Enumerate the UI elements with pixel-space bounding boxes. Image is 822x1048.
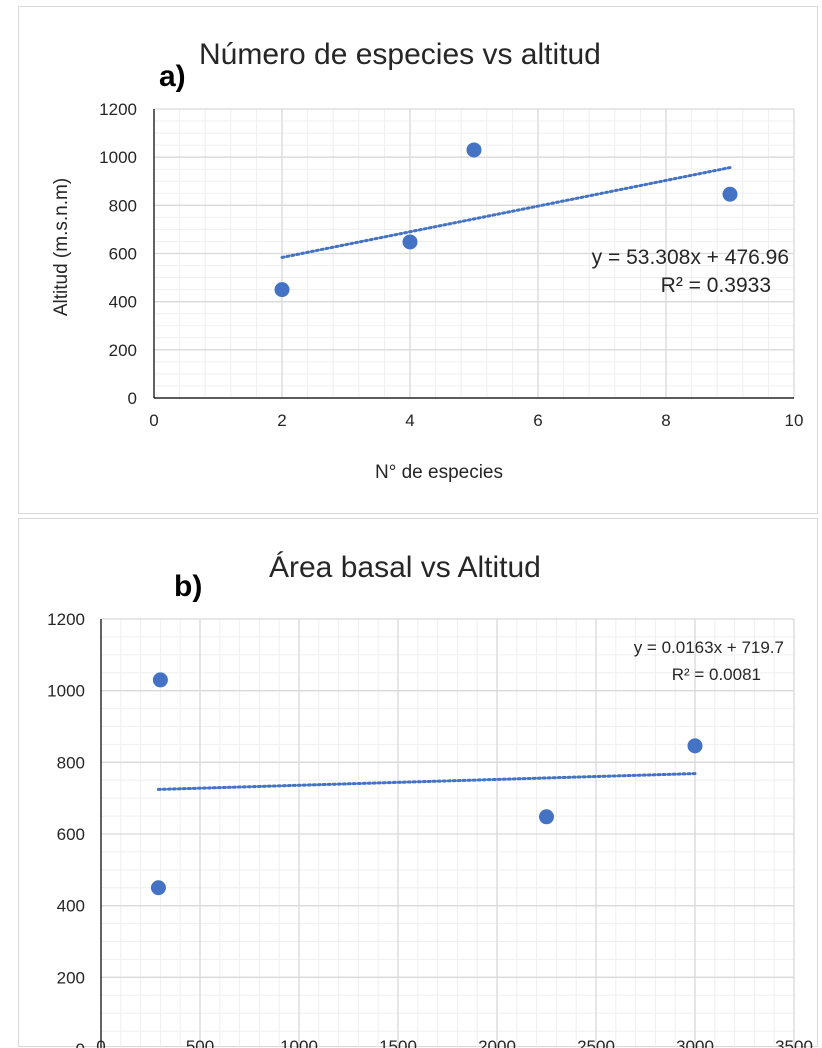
- data-point: [687, 738, 703, 754]
- chart-a-trend-equation: y = 53.308x + 476.96: [592, 246, 789, 269]
- x-tick-label: 1500: [379, 1037, 417, 1048]
- x-tick-label: 2000: [478, 1037, 516, 1048]
- x-tick-label: 3500: [775, 1037, 813, 1048]
- chart-b-tick-labels: 0 500 1000 1500 2000 2500 3000 3500 0 200 400 600 80…: [47, 610, 813, 1048]
- data-point: [402, 234, 418, 250]
- y-tick-label: 1200: [47, 610, 85, 629]
- chart-a-axes: [153, 109, 794, 399]
- chart-b-svg: b) Área basal vs Altitud 0 500 1000 1500 200…: [47, 551, 813, 1048]
- chart-a-points: [274, 142, 738, 298]
- data-point: [466, 142, 482, 158]
- y-tick-label: 400: [109, 293, 137, 312]
- chart-a-tick-labels: 0 2 4 6 8 10 0 200 400 600 800 1000 1200: [99, 100, 803, 430]
- x-tick-label: 2: [277, 411, 286, 430]
- x-tick-label: 500: [186, 1037, 214, 1048]
- trendline: [156, 772, 697, 791]
- chart-a-svg: a) Número de especies vs altitud 0 2 4 6 8 10…: [51, 38, 803, 483]
- y-tick-label: 1000: [47, 682, 85, 701]
- chart-b-trend-r2: R² = 0.0081: [672, 665, 761, 684]
- x-tick-label: 2500: [577, 1037, 615, 1048]
- x-tick-label: 8: [661, 411, 670, 430]
- y-tick-label: 800: [57, 753, 85, 772]
- data-point: [722, 186, 738, 202]
- y-tick-label: 200: [57, 968, 85, 987]
- chart-a-panel-label: a): [159, 60, 186, 93]
- chart-a-title: Número de especies vs altitud: [199, 38, 601, 71]
- chart-b-title: Área basal vs Altitud: [269, 551, 541, 584]
- chart-a-trend-r2: R² = 0.3933: [661, 274, 771, 297]
- x-tick-label: 3000: [676, 1037, 714, 1048]
- chart-a-x-axis-label: N° de especies: [375, 462, 503, 483]
- x-tick-label: 0: [149, 411, 158, 430]
- x-tick-label: 6: [533, 411, 542, 430]
- x-tick-label: 4: [405, 411, 414, 430]
- chart-a-trendline-group: [280, 166, 732, 259]
- y-tick-label: 600: [109, 245, 137, 264]
- trendline: [280, 166, 732, 259]
- x-tick-label: 10: [785, 411, 804, 430]
- y-tick-label: 1200: [99, 100, 137, 119]
- chart-panel-b: b) Área basal vs Altitud 0 500 1000 1500 200…: [18, 518, 818, 1048]
- data-point: [274, 282, 290, 298]
- x-tick-label: 1000: [280, 1037, 318, 1048]
- y-tick-label: 0: [128, 389, 137, 408]
- chart-panel-a: a) Número de especies vs altitud 0 2 4 6 8 10…: [18, 6, 818, 514]
- y-tick-label: 400: [57, 897, 85, 916]
- y-tick-label: 1000: [99, 148, 137, 167]
- data-point: [152, 672, 168, 688]
- chart-b-gridlines: [100, 618, 795, 1048]
- y-tick-label: 200: [109, 341, 137, 360]
- data-point: [150, 880, 166, 896]
- chart-b-points: [150, 672, 703, 896]
- y-tick-label: 600: [57, 825, 85, 844]
- x-tick-label: 0: [96, 1037, 105, 1048]
- chart-b-panel-label: b): [174, 570, 202, 603]
- chart-b-trendline-group: [156, 772, 697, 791]
- y-tick-label: 0: [76, 1040, 85, 1048]
- y-tick-label: 800: [109, 196, 137, 215]
- chart-a-y-axis-label: Altitud (m.s.n.m): [51, 178, 72, 316]
- data-point: [539, 809, 554, 825]
- chart-b-axes: [100, 619, 102, 1048]
- chart-b-trend-equation: y = 0.0163x + 719.7: [634, 638, 784, 657]
